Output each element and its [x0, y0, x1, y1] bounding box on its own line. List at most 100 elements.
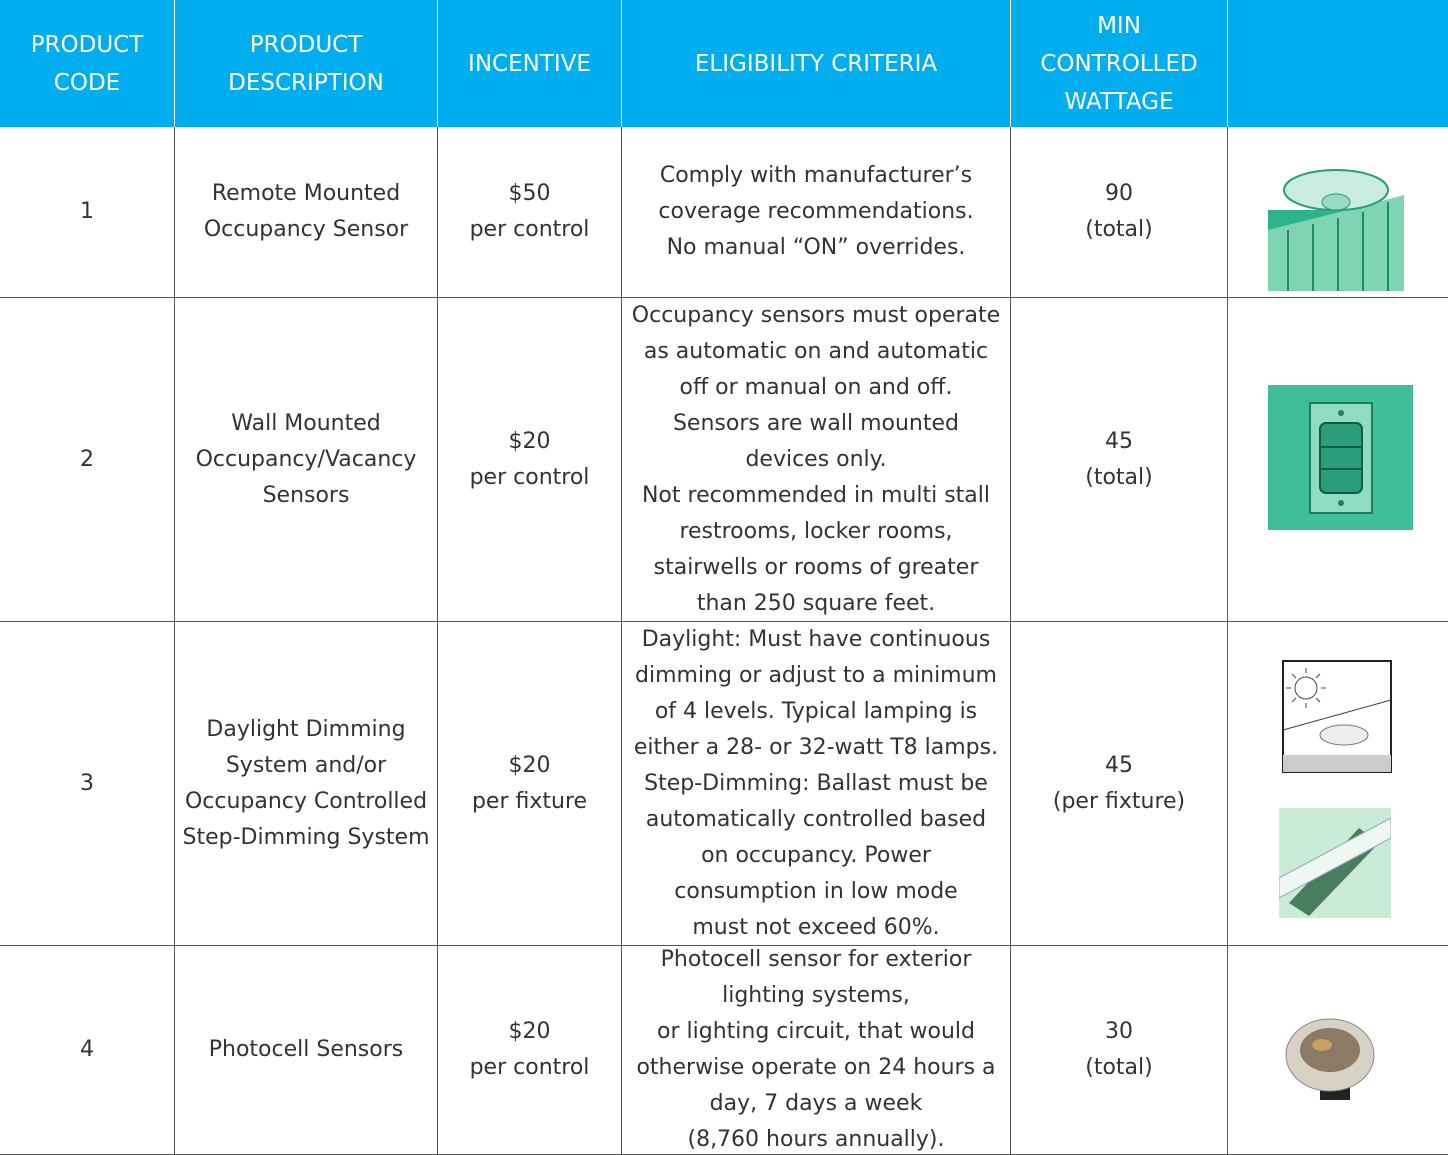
cell-line: day, 7 days a week — [709, 1091, 923, 1116]
cell-line: off or manual on and off. — [679, 374, 953, 400]
cell-line: (total) — [1085, 464, 1153, 490]
cell-line: Occupancy/Vacancy — [195, 446, 417, 472]
cell-line: Photocell Sensors — [208, 1037, 404, 1062]
cell-line: Wall Mounted — [231, 410, 381, 436]
cell-line: coverage recommendations. — [658, 199, 974, 224]
cell-line: Step-Dimming System — [182, 824, 430, 850]
cell-line: Step-Dimming: Ballast must be — [644, 770, 988, 796]
header-cell — [1228, 0, 1448, 127]
header-cell: PRODUCT DESCRIPTION — [175, 0, 438, 127]
cell-line: $20 — [508, 1019, 551, 1044]
cell-line: Sensors are wall mounted — [672, 410, 960, 436]
table-cell: $50 per control — [438, 127, 622, 298]
table-cell: Daylight: Must have continuous dimming or… — [622, 622, 1011, 946]
cell-line: 90 — [1105, 181, 1133, 206]
cell-line: dimming or adjust to a minimum — [635, 662, 997, 688]
table-cell: Photocell sensor for exterior lighting sy… — [622, 946, 1011, 1155]
cell-line: on occupancy. Power — [701, 842, 931, 868]
cell-line: Photocell sensor for exterior — [660, 947, 972, 972]
cell-line: devices only. — [745, 446, 887, 472]
cell-line: per fixture — [471, 788, 588, 814]
image-cell — [1228, 622, 1448, 946]
table-cell: 90 (total) — [1011, 127, 1228, 298]
cell-line: of 4 levels. Typical lamping is — [654, 698, 978, 724]
table-cell: 30 (total) — [1011, 946, 1228, 1155]
wall-sensor-icon — [1268, 385, 1413, 530]
cell-line: Daylight Dimming — [206, 716, 406, 742]
cell-line: Occupancy Controlled — [184, 788, 428, 814]
cell-line: (total) — [1085, 1055, 1153, 1080]
cell-line: WATTAGE — [1064, 88, 1174, 115]
header-cell: INCENTIVE — [438, 0, 622, 127]
cell-line: either a 28- or 32-watt T8 lamps. — [633, 734, 999, 760]
header-cell: MIN CONTROLLED WATTAGE — [1011, 0, 1228, 127]
table-cell: 1 — [0, 127, 175, 298]
table-cell: Occupancy sensors must operate as automat… — [622, 298, 1011, 622]
table-cell: Remote Mounted Occupancy Sensor — [175, 127, 438, 298]
cell-line: or lighting circuit, that would — [657, 1019, 975, 1044]
ceiling-sensor-icon — [1268, 169, 1404, 291]
cell-line: per control — [469, 1055, 590, 1080]
cell-line: (8,760 hours annually). — [687, 1127, 945, 1152]
cell-line: than 250 square feet. — [696, 590, 936, 616]
photocell-icon — [1285, 1018, 1375, 1100]
cell-line: per control — [469, 464, 590, 490]
cell-line: per control — [469, 217, 590, 242]
cell-line: 2 — [80, 446, 94, 472]
cell-line: (total) — [1085, 217, 1153, 242]
table-cell: 45 (total) — [1011, 298, 1228, 622]
cell-line: lighting systems, — [722, 983, 910, 1008]
table-cell: $20 per control — [438, 298, 622, 622]
cell-line: CONTROLLED — [1040, 50, 1198, 77]
cell-line: Comply with manufacturer’s — [659, 163, 973, 188]
cell-line: System and/or — [225, 752, 387, 778]
cell-line: stairwells or rooms of greater — [653, 554, 979, 580]
cell-line: PRODUCT — [30, 31, 144, 58]
table-cell: $20 per control — [438, 946, 622, 1155]
image-cell — [1228, 298, 1448, 622]
cell-line: as automatic on and automatic — [643, 338, 989, 364]
cell-line: DESCRIPTION — [228, 69, 384, 96]
table-cell: 4 — [0, 946, 175, 1155]
cell-line: restrooms, locker rooms, — [679, 518, 953, 544]
cell-line: consumption in low mode — [674, 878, 958, 904]
ballast-icon — [1279, 808, 1391, 918]
cell-line: Occupancy Sensor — [203, 217, 409, 242]
cell-line: 1 — [80, 199, 94, 224]
cell-line: MIN — [1097, 12, 1141, 39]
table-cell: 45 (per fixture) — [1011, 622, 1228, 946]
cell-line: 45 — [1105, 752, 1133, 778]
table-cell: $20 per fixture — [438, 622, 622, 946]
cell-line: ELIGIBILITY CRITERIA — [694, 50, 938, 77]
cell-line: Sensors — [262, 482, 350, 508]
cell-line: (per fixture) — [1052, 788, 1186, 814]
cell-line: CODE — [53, 69, 121, 96]
cell-line: No manual “ON” overrides. — [666, 235, 966, 260]
cell-line: 45 — [1105, 428, 1133, 454]
cell-line: Remote Mounted — [211, 181, 401, 206]
cell-line: $50 — [508, 181, 551, 206]
table-cell: 2 — [0, 298, 175, 622]
cell-line: Occupancy sensors must operate — [631, 302, 1001, 328]
cell-line: INCENTIVE — [468, 50, 591, 77]
table-cell: Wall Mounted Occupancy/Vacancy Sensors — [175, 298, 438, 622]
table-cell: 3 — [0, 622, 175, 946]
cell-line: $20 — [508, 428, 551, 454]
table-cell: Comply with manufacturer’s coverage recom… — [622, 127, 1011, 298]
cell-line: $20 — [508, 752, 551, 778]
cell-line: automatically controlled based — [645, 806, 987, 832]
cell-line: PRODUCT — [249, 31, 363, 58]
table-cell: Daylight Dimming System and/or Occupancy C… — [175, 622, 438, 946]
table-cell: Photocell Sensors — [175, 946, 438, 1155]
cell-line: 3 — [80, 770, 94, 796]
cell-line: Not recommended in multi stall — [641, 482, 991, 508]
daylight-sensor-icon — [1282, 660, 1392, 773]
image-cell — [1228, 127, 1448, 298]
cell-line: must not exceed 60%. — [692, 914, 940, 940]
header-cell: ELIGIBILITY CRITERIA — [622, 0, 1011, 127]
header-cell: PRODUCT CODE — [0, 0, 175, 127]
cell-line: 4 — [80, 1037, 94, 1062]
cell-line: 30 — [1105, 1019, 1133, 1044]
cell-line: otherwise operate on 24 hours a — [636, 1055, 996, 1080]
